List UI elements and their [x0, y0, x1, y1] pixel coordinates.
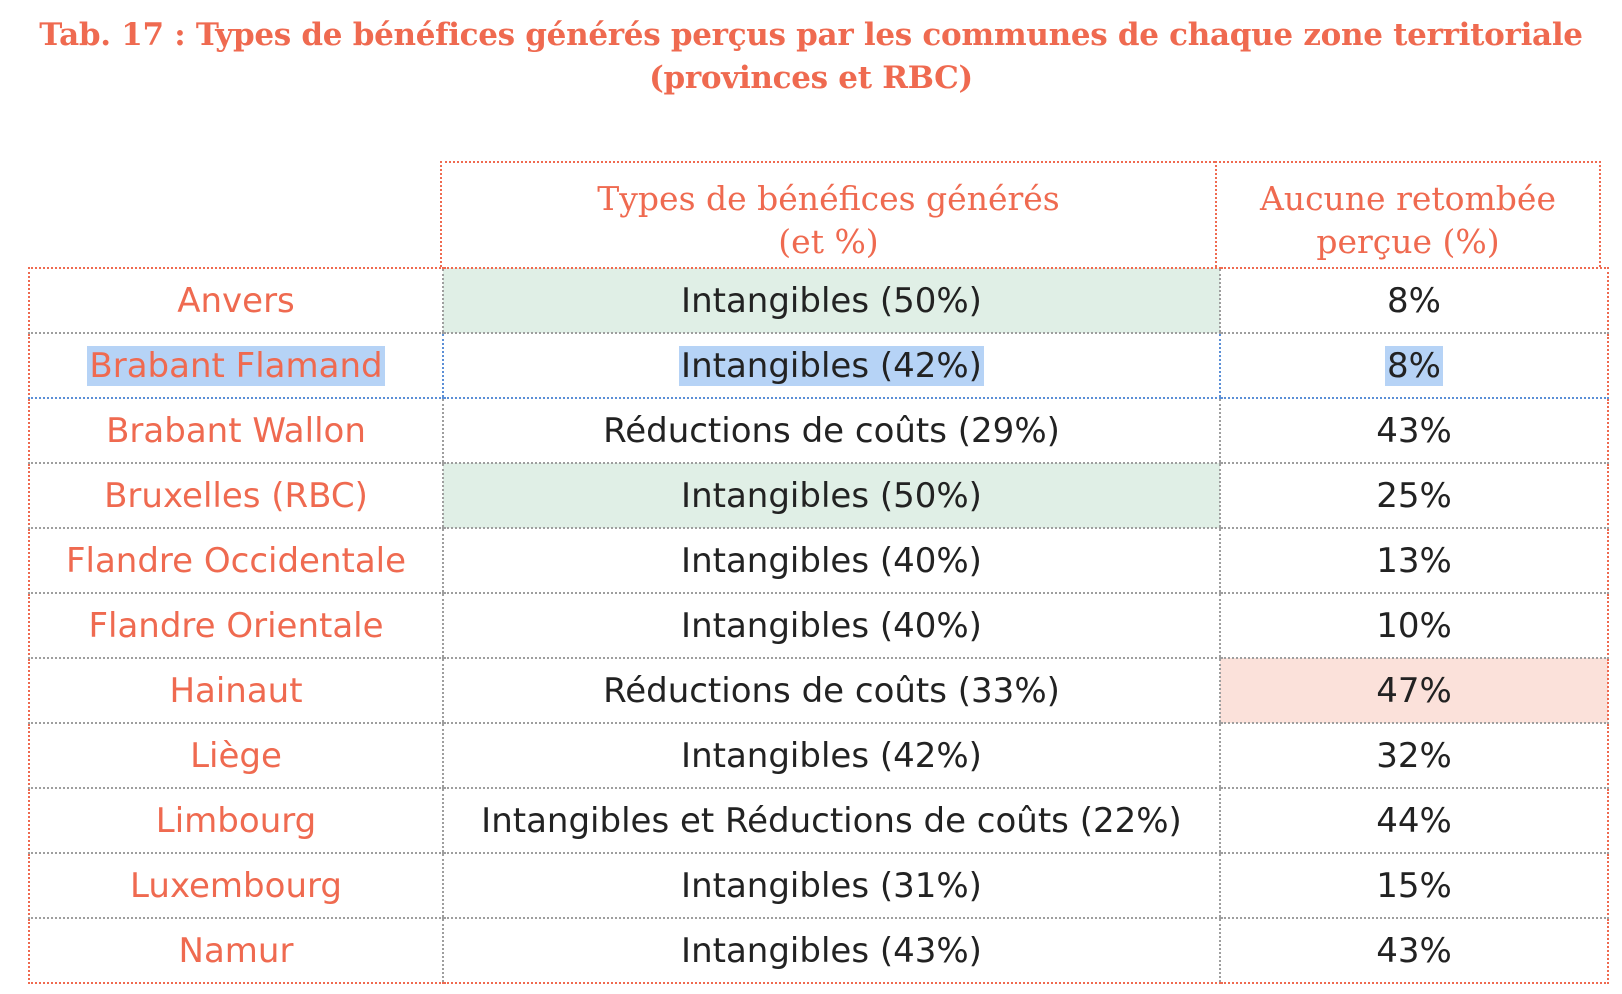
- table-row: Flandre Orientale Intangibles (40%) 10%: [28, 593, 1609, 659]
- zone-cell[interactable]: Liège: [28, 723, 443, 789]
- no-benefit-cell[interactable]: 10%: [1219, 593, 1609, 659]
- types-cell[interactable]: Intangibles (31%): [442, 853, 1220, 919]
- zone-cell[interactable]: Bruxelles (RBC): [28, 463, 443, 529]
- types-cell[interactable]: Intangibles (43%): [442, 918, 1220, 984]
- types-cell[interactable]: Réductions de coûts (29%): [442, 398, 1220, 464]
- header-types-line-2: (et %): [778, 222, 879, 261]
- header-no-benefit-line-2: perçue (%): [1316, 222, 1500, 261]
- zone-cell[interactable]: Flandre Orientale: [28, 593, 443, 659]
- selected-text: 8%: [1385, 345, 1443, 386]
- table-title: Tab. 17 : Types de bénéfices générés per…: [0, 14, 1622, 100]
- zone-cell[interactable]: Namur: [28, 918, 443, 984]
- title-line-1: Tab. 17 : Types de bénéfices générés per…: [39, 17, 1583, 53]
- header-types: Types de bénéfices générés (et %): [440, 161, 1215, 267]
- no-benefit-cell[interactable]: 13%: [1219, 528, 1609, 594]
- header-no-benefit-line-1: Aucune retombée: [1259, 179, 1556, 218]
- no-benefit-cell[interactable]: 47%: [1219, 658, 1609, 724]
- no-benefit-cell[interactable]: 44%: [1219, 788, 1609, 854]
- zone-cell[interactable]: Limbourg: [28, 788, 443, 854]
- benefits-table: Anvers Intangibles (50%) 8% Brabant Flam…: [28, 267, 1609, 984]
- no-benefit-cell[interactable]: 43%: [1219, 398, 1609, 464]
- types-cell[interactable]: Intangibles et Réductions de coûts (22%): [442, 788, 1220, 854]
- zone-cell[interactable]: Flandre Occidentale: [28, 528, 443, 594]
- title-line-2: (provinces et RBC): [649, 60, 973, 96]
- table-row: Namur Intangibles (43%) 43%: [28, 918, 1609, 984]
- no-benefit-cell[interactable]: 25%: [1219, 463, 1609, 529]
- types-cell[interactable]: Intangibles (40%): [442, 528, 1220, 594]
- zone-cell[interactable]: Brabant Wallon: [28, 398, 443, 464]
- zone-cell[interactable]: Luxembourg: [28, 853, 443, 919]
- types-cell[interactable]: Intangibles (50%): [442, 463, 1220, 529]
- no-benefit-cell[interactable]: 15%: [1219, 853, 1609, 919]
- selected-text: Brabant Flamand: [87, 345, 385, 386]
- table-row: Brabant Wallon Réductions de coûts (29%)…: [28, 398, 1609, 464]
- zone-cell[interactable]: Brabant Flamand: [28, 332, 443, 399]
- table-row: Limbourg Intangibles et Réductions de co…: [28, 788, 1609, 854]
- types-cell[interactable]: Réductions de coûts (33%): [442, 658, 1220, 724]
- header-no-benefit: Aucune retombée perçue (%): [1215, 161, 1601, 267]
- table-row: Hainaut Réductions de coûts (33%) 47%: [28, 658, 1609, 724]
- types-cell[interactable]: Intangibles (42%): [442, 332, 1220, 399]
- no-benefit-cell[interactable]: 43%: [1219, 918, 1609, 984]
- zone-cell[interactable]: Hainaut: [28, 658, 443, 724]
- types-cell[interactable]: Intangibles (50%): [442, 267, 1220, 334]
- zone-cell[interactable]: Anvers: [28, 267, 443, 334]
- types-cell[interactable]: Intangibles (42%): [442, 723, 1220, 789]
- no-benefit-cell[interactable]: 8%: [1219, 332, 1609, 399]
- header-types-line-1: Types de bénéfices générés: [597, 179, 1060, 218]
- no-benefit-cell[interactable]: 32%: [1219, 723, 1609, 789]
- table-row-selected: Brabant Flamand Intangibles (42%) 8%: [28, 332, 1609, 399]
- table-row: Bruxelles (RBC) Intangibles (50%) 25%: [28, 463, 1609, 529]
- types-cell[interactable]: Intangibles (40%): [442, 593, 1220, 659]
- selected-text: Intangibles (42%): [679, 345, 984, 386]
- no-benefit-cell[interactable]: 8%: [1219, 267, 1609, 334]
- table-row: Anvers Intangibles (50%) 8%: [28, 267, 1609, 334]
- table-row: Luxembourg Intangibles (31%) 15%: [28, 853, 1609, 919]
- table-row: Liège Intangibles (42%) 32%: [28, 723, 1609, 789]
- table-row: Flandre Occidentale Intangibles (40%) 13…: [28, 528, 1609, 594]
